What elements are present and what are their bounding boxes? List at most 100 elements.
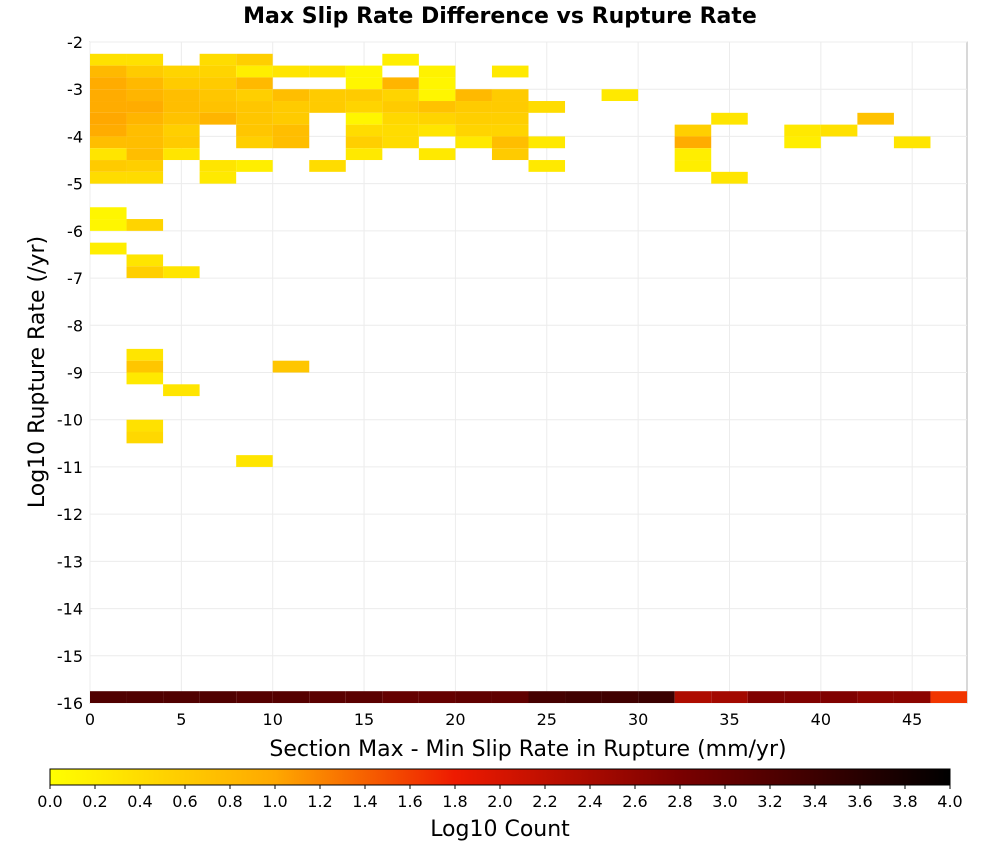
heatmap-cell — [90, 53, 127, 66]
heatmap-cell — [784, 136, 821, 149]
heatmap-cell — [272, 124, 310, 137]
heatmap-cell — [711, 171, 748, 184]
heatmap-cell — [345, 89, 383, 102]
heatmap-cell — [345, 148, 383, 161]
colorbar-tick-label: 3.4 — [802, 792, 827, 811]
heatmap-cell — [382, 691, 419, 703]
heatmap-cell — [272, 65, 310, 78]
heatmap-cell — [90, 101, 127, 113]
heatmap-cell — [857, 112, 894, 125]
y-axis-label: Log10 Rupture Rate (/yr) — [25, 236, 50, 508]
colorbar-tick-label: 1.6 — [397, 792, 422, 811]
heatmap-cell — [455, 101, 492, 113]
heatmap-cell — [601, 89, 639, 102]
heatmap-cell — [382, 112, 419, 125]
heatmap-cell — [163, 136, 200, 149]
colorbar-tick-label: 0.2 — [82, 792, 107, 811]
heatmap-cell — [90, 691, 127, 703]
heatmap-cell — [126, 348, 164, 361]
heatmap-cell — [236, 89, 273, 102]
heatmap-cell — [382, 77, 419, 90]
heatmap-cell — [90, 148, 127, 161]
heatmap-cell — [528, 136, 566, 149]
colorbar-tick-label: 1.0 — [262, 792, 287, 811]
heatmap-cell — [455, 112, 492, 125]
heatmap-cell — [528, 101, 566, 113]
heatmap-cell — [491, 89, 529, 102]
heatmap-cell — [236, 77, 273, 90]
heatmap-cell — [418, 691, 456, 703]
y-tick-label: -2 — [67, 33, 83, 52]
heatmap-cell — [163, 266, 200, 279]
heatmap-cell — [711, 691, 748, 703]
heatmap-cell — [491, 148, 529, 161]
heatmap-cell — [418, 65, 456, 78]
heatmap-cell — [418, 77, 456, 90]
heatmap-cell — [126, 219, 164, 231]
heatmap-cell — [90, 207, 127, 220]
heatmap-cell — [674, 148, 712, 161]
y-tick-label: -11 — [57, 458, 83, 477]
heatmap-cell — [236, 101, 273, 113]
x-tick-label: 25 — [537, 710, 557, 729]
heatmap-cells — [90, 53, 967, 703]
heatmap-cell — [90, 124, 127, 137]
colorbar-tick-label: 4.0 — [937, 792, 962, 811]
y-tick-label: -14 — [57, 600, 83, 619]
heatmap-cell — [272, 360, 310, 373]
heatmap-cell — [820, 691, 858, 703]
heatmap-cell — [163, 691, 200, 703]
heatmap-cell — [601, 691, 639, 703]
colorbar-label: Log10 Count — [430, 817, 570, 842]
heatmap-cell — [126, 372, 164, 385]
colorbar-tick-label: 0.4 — [127, 792, 152, 811]
heatmap-cell — [272, 112, 310, 125]
heatmap-cell — [418, 101, 456, 113]
y-tick-label: -16 — [57, 694, 83, 713]
heatmap-cell — [163, 89, 200, 102]
heatmap-cell — [418, 148, 456, 161]
heatmap-cell — [163, 65, 200, 78]
heatmap-cell — [126, 254, 164, 267]
heatmap-cell — [90, 112, 127, 125]
colorbar-tick-label: 2.4 — [577, 792, 602, 811]
heatmap-cell — [345, 77, 383, 90]
heatmap-cell — [199, 101, 237, 113]
heatmap-cell — [199, 77, 237, 90]
heatmap-cell — [126, 136, 164, 149]
heatmap-cell — [345, 112, 383, 125]
heatmap-cell — [126, 431, 164, 444]
colorbar-tick-label: 3.8 — [892, 792, 917, 811]
heatmap-cell — [163, 77, 200, 90]
heatmap-cell — [272, 691, 310, 703]
heatmap-cell — [90, 171, 127, 184]
colorbar-tick-label: 3.2 — [757, 792, 782, 811]
heatmap-cell — [382, 89, 419, 102]
colorbar-tick-label: 0.0 — [37, 792, 62, 811]
heatmap-cell — [126, 691, 164, 703]
heatmap-cell — [491, 691, 529, 703]
colorbar-ticks: 0.0 0.2 0.4 0.6 0.8 1.0 1.2 1.4 1.6 1.8 2.0 2.2 2.4 2… — [37, 785, 963, 811]
heatmap-cell — [528, 691, 566, 703]
heatmap-cell — [163, 124, 200, 137]
heatmap-cell — [199, 65, 237, 78]
heatmap-cell — [418, 124, 456, 137]
x-tick-label: 30 — [628, 710, 648, 729]
heatmap-cell — [90, 242, 127, 255]
heatmap-cell — [345, 136, 383, 149]
heatmap-cell — [455, 124, 492, 137]
heatmap-cell — [126, 266, 164, 279]
y-tick-label: -8 — [67, 316, 83, 335]
y-tick-label: -13 — [57, 552, 83, 571]
colorbar-tick-label: 2.2 — [532, 792, 557, 811]
colorbar-tick-label: 2.6 — [622, 792, 647, 811]
heatmap-cell — [747, 691, 785, 703]
heatmap-cell — [455, 136, 492, 149]
x-tick-label: 45 — [902, 710, 922, 729]
heatmap-cell — [236, 53, 273, 66]
colorbar-tick-label: 0.6 — [172, 792, 197, 811]
heatmap-cell — [491, 65, 529, 78]
x-tick-label: 40 — [811, 710, 831, 729]
heatmap-cell — [126, 360, 164, 373]
